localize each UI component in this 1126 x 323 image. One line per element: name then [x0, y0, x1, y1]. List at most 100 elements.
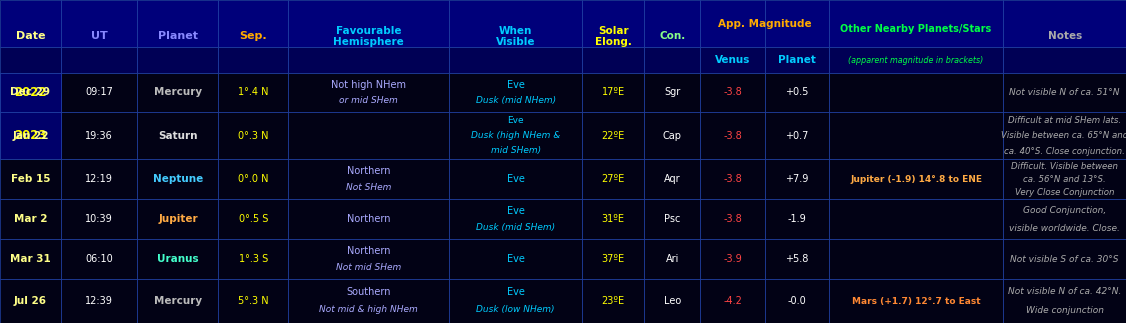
- Bar: [61, 47, 137, 73]
- Text: Eve: Eve: [507, 287, 525, 297]
- Text: Very Close Conjunction: Very Close Conjunction: [1015, 188, 1115, 197]
- Bar: [218, 199, 288, 239]
- Text: Uranus: Uranus: [158, 254, 198, 264]
- Bar: [1003, 73, 1126, 112]
- Text: Dusk (high NHem &: Dusk (high NHem &: [471, 131, 561, 140]
- Bar: [61, 199, 137, 239]
- Text: Notes: Notes: [1047, 31, 1082, 41]
- Text: Favourable
Hemisphere: Favourable Hemisphere: [333, 26, 404, 47]
- Text: Wide conjunction: Wide conjunction: [1026, 306, 1103, 315]
- Text: Aqr: Aqr: [664, 174, 680, 184]
- Text: Mar 31: Mar 31: [10, 254, 51, 264]
- Bar: [700, 73, 765, 112]
- Bar: [288, 239, 449, 279]
- Bar: [218, 159, 288, 199]
- Bar: [582, 0, 644, 47]
- Bar: [61, 239, 137, 279]
- Text: Venus: Venus: [715, 55, 750, 65]
- Bar: [137, 239, 218, 279]
- Bar: [644, 239, 700, 279]
- Text: When
Visible: When Visible: [495, 26, 536, 47]
- Bar: [61, 73, 137, 112]
- Text: -3.8: -3.8: [723, 214, 742, 224]
- Bar: [288, 0, 449, 47]
- Bar: [644, 199, 700, 239]
- Text: -0.0: -0.0: [787, 296, 806, 306]
- Text: Not high NHem: Not high NHem: [331, 80, 406, 90]
- Bar: [449, 199, 582, 239]
- Bar: [644, 47, 700, 73]
- Text: 31ºE: 31ºE: [601, 214, 625, 224]
- Bar: [829, 73, 1003, 112]
- Bar: [0, 112, 61, 159]
- Bar: [582, 199, 644, 239]
- Text: 12:39: 12:39: [86, 296, 113, 306]
- Text: 5°.3 N: 5°.3 N: [238, 296, 269, 306]
- Text: Planet: Planet: [158, 31, 198, 41]
- Bar: [700, 239, 765, 279]
- Bar: [449, 0, 582, 47]
- Bar: [0, 73, 61, 112]
- Bar: [449, 47, 582, 73]
- Text: App. Magnitude: App. Magnitude: [717, 19, 812, 29]
- Text: Con.: Con.: [659, 31, 686, 41]
- Bar: [137, 0, 218, 47]
- Bar: [137, 112, 218, 159]
- Bar: [0, 0, 61, 47]
- Text: Eve: Eve: [507, 254, 525, 264]
- Text: -3.9: -3.9: [723, 254, 742, 264]
- Text: Jul 26: Jul 26: [14, 296, 47, 306]
- Bar: [765, 73, 829, 112]
- Text: visible worldwide. Close.: visible worldwide. Close.: [1009, 224, 1120, 233]
- Text: Mercury: Mercury: [154, 296, 202, 306]
- Bar: [765, 279, 829, 323]
- Bar: [218, 0, 288, 47]
- Text: Difficult at mid SHem lats.: Difficult at mid SHem lats.: [1008, 116, 1121, 125]
- Text: Not visible S of ca. 30°S: Not visible S of ca. 30°S: [1010, 255, 1119, 264]
- Text: 1°.3 S: 1°.3 S: [239, 254, 268, 264]
- Text: Date: Date: [16, 31, 45, 41]
- Bar: [700, 279, 765, 323]
- Text: Eve: Eve: [507, 174, 525, 184]
- Bar: [829, 159, 1003, 199]
- Text: Good Conjunction,: Good Conjunction,: [1024, 206, 1106, 215]
- Text: 06:10: 06:10: [86, 254, 113, 264]
- Bar: [288, 159, 449, 199]
- Text: Mar 2: Mar 2: [14, 214, 47, 224]
- Text: 09:17: 09:17: [86, 88, 113, 98]
- Text: Northern: Northern: [347, 214, 391, 224]
- Text: UT: UT: [91, 31, 107, 41]
- Bar: [644, 279, 700, 323]
- Text: 19:36: 19:36: [86, 131, 113, 141]
- Bar: [137, 199, 218, 239]
- Bar: [218, 112, 288, 159]
- Bar: [137, 73, 218, 112]
- Bar: [829, 112, 1003, 159]
- Text: Feb 15: Feb 15: [10, 174, 51, 184]
- Bar: [1003, 47, 1126, 73]
- Text: Sgr: Sgr: [664, 88, 680, 98]
- Bar: [288, 279, 449, 323]
- Text: or mid SHem: or mid SHem: [339, 96, 399, 105]
- Text: Northern: Northern: [347, 166, 391, 176]
- Text: Mercury: Mercury: [154, 88, 202, 98]
- Bar: [0, 159, 61, 199]
- Text: Mars (+1.7) 12°.7 to East: Mars (+1.7) 12°.7 to East: [851, 297, 981, 306]
- Bar: [582, 73, 644, 112]
- Bar: [61, 112, 137, 159]
- Bar: [765, 159, 829, 199]
- Text: Saturn: Saturn: [158, 131, 198, 141]
- Text: 0°.0 N: 0°.0 N: [238, 174, 269, 184]
- Text: Difficult. Visible between: Difficult. Visible between: [1011, 162, 1118, 171]
- Text: Visible between ca. 65°N and: Visible between ca. 65°N and: [1001, 131, 1126, 140]
- Text: -1.9: -1.9: [787, 214, 806, 224]
- Text: Not visible N of ca. 42°N.: Not visible N of ca. 42°N.: [1008, 287, 1121, 296]
- Bar: [700, 112, 765, 159]
- Bar: [765, 112, 829, 159]
- Bar: [700, 47, 765, 73]
- Text: Jupiter: Jupiter: [158, 214, 198, 224]
- Bar: [1003, 199, 1126, 239]
- Bar: [0, 47, 61, 73]
- Bar: [700, 0, 765, 47]
- Text: Dusk (mid SHem): Dusk (mid SHem): [476, 223, 555, 232]
